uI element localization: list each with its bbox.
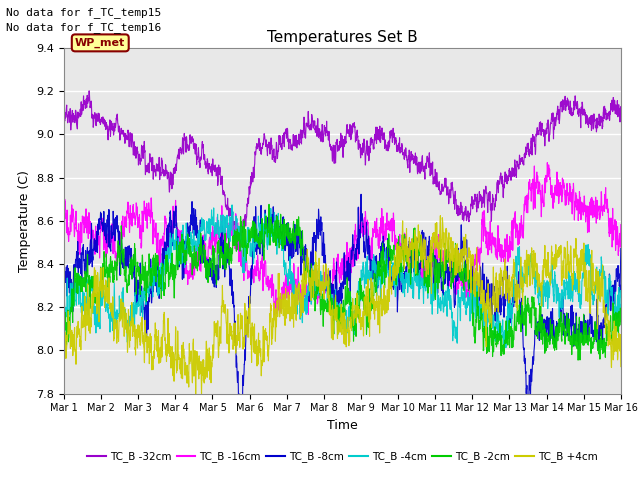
Legend: TC_B -32cm, TC_B -16cm, TC_B -8cm, TC_B -4cm, TC_B -2cm, TC_B +4cm: TC_B -32cm, TC_B -16cm, TC_B -8cm, TC_B … (83, 447, 602, 467)
X-axis label: Time: Time (327, 419, 358, 432)
Title: Temperatures Set B: Temperatures Set B (267, 30, 418, 46)
Y-axis label: Temperature (C): Temperature (C) (18, 170, 31, 272)
Text: No data for f_TC_temp16: No data for f_TC_temp16 (6, 22, 162, 33)
Text: WP_met: WP_met (75, 38, 125, 48)
Text: No data for f_TC_temp15: No data for f_TC_temp15 (6, 7, 162, 18)
